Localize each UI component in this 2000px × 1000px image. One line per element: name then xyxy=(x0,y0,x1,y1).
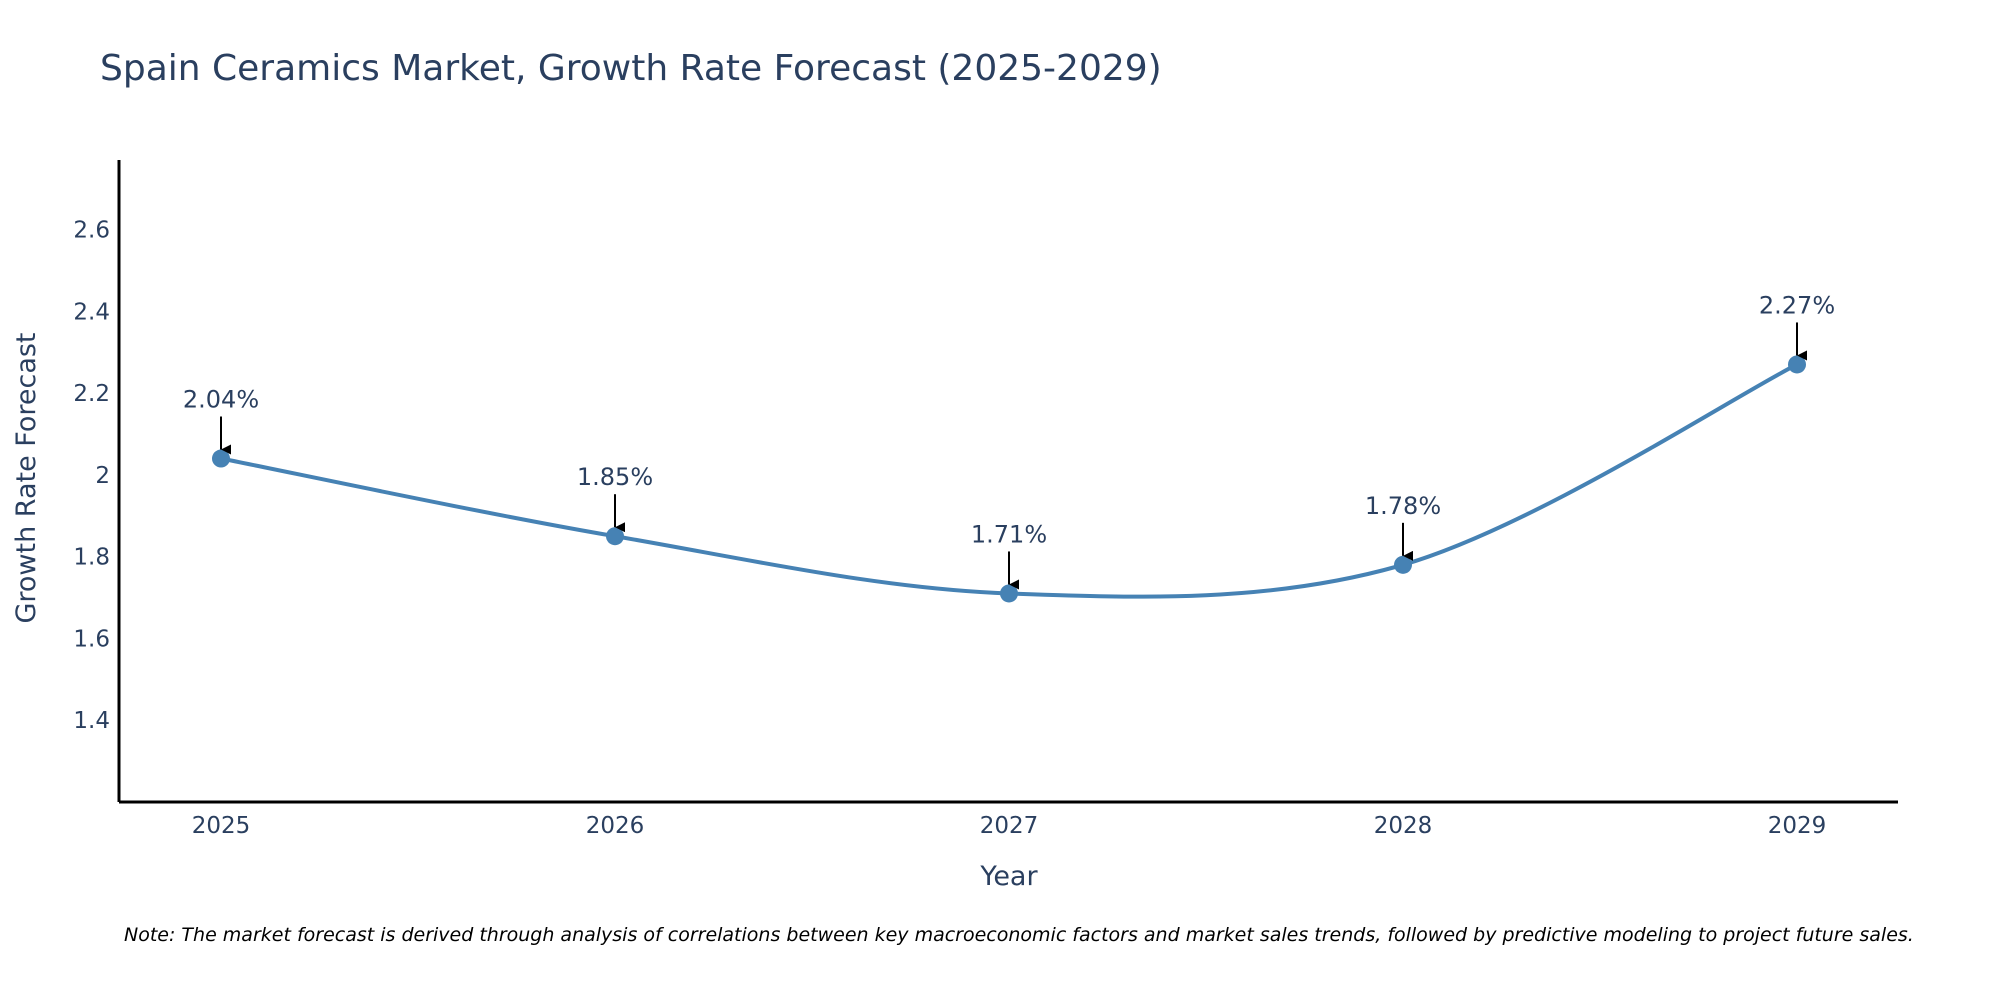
data-point[interactable] xyxy=(1788,355,1806,374)
y-tick-label: 1.8 xyxy=(73,545,110,571)
y-tick-label: 2.2 xyxy=(73,381,110,407)
data-label: 1.78% xyxy=(1365,492,1441,520)
x-tick-label: 2026 xyxy=(586,813,645,839)
x-tick-label: 2027 xyxy=(980,813,1039,839)
data-point[interactable] xyxy=(212,449,230,468)
x-tick-label: 2029 xyxy=(1768,813,1827,839)
y-axis: 1.4 1.6 1.8 2 2.2 2.4 2.6 xyxy=(73,160,121,802)
y-tick-label: 2.6 xyxy=(73,218,110,244)
data-point[interactable] xyxy=(1000,584,1018,603)
y-tick-label: 2 xyxy=(95,463,110,489)
y-axis-title: Growth Rate Forecast xyxy=(11,332,42,623)
x-axis-title: Year xyxy=(979,861,1038,892)
x-axis: 2025 2026 2027 2028 2029 xyxy=(119,800,1898,839)
forecast-note: Note: The market forecast is derived thr… xyxy=(124,924,1914,946)
data-label: 2.27% xyxy=(1759,291,1835,319)
y-tick-label: 1.6 xyxy=(73,626,110,652)
data-point[interactable] xyxy=(606,527,624,546)
chart-title: Spain Ceramics Market, Growth Rate Forec… xyxy=(100,48,1162,89)
series-growth-rate xyxy=(212,355,1806,603)
x-tick-label: 2028 xyxy=(1374,813,1433,839)
y-tick-label: 2.4 xyxy=(73,299,110,325)
data-label: 1.85% xyxy=(577,463,653,491)
data-annotations: 2.04% 1.85% 1.71% 1.78% 2.27% xyxy=(183,291,1835,590)
y-tick-label: 1.4 xyxy=(73,708,110,734)
data-point[interactable] xyxy=(1394,555,1412,574)
data-label: 2.04% xyxy=(183,386,259,414)
x-tick-label: 2025 xyxy=(192,813,251,839)
data-label: 1.71% xyxy=(971,520,1047,548)
